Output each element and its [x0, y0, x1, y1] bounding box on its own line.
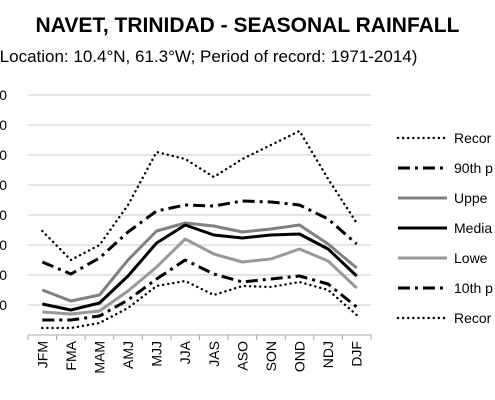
- legend-label: Recor: [454, 130, 492, 146]
- x-tick-label: OND: [292, 341, 308, 372]
- y-tick-label: 0: [0, 207, 7, 223]
- x-tick-label: MAM: [91, 341, 107, 374]
- legend-label: Recor: [454, 310, 492, 326]
- legend-label: Media: [454, 220, 492, 236]
- series-line: [42, 258, 358, 322]
- y-tick-label: 0: [0, 147, 7, 163]
- x-tick-label: ASO: [234, 341, 250, 371]
- x-tick-label: JJA: [177, 340, 193, 364]
- chart-subtitle: (Location: 10.4°N, 61.3°W; Period of rec…: [0, 47, 418, 66]
- legend-label: Lowe: [454, 250, 488, 266]
- series-line: [41, 129, 358, 262]
- legend-label: 10th p: [454, 280, 493, 296]
- chart-title: NAVET, TRINIDAD - SEASONAL RAINFALL: [35, 14, 460, 37]
- series-line: [42, 237, 358, 316]
- x-tick-label: DJF: [349, 341, 365, 367]
- x-tick-label: NDJ: [320, 341, 336, 368]
- x-tick-label: SON: [263, 341, 279, 371]
- legend-label: Uppe: [454, 190, 488, 206]
- y-tick-label: 0: [0, 177, 7, 193]
- x-tick-label: MJJ: [149, 341, 165, 367]
- series-line: [41, 199, 358, 276]
- series-line: [41, 221, 358, 303]
- x-tick-label: AMJ: [120, 341, 136, 369]
- y-tick-label: 0: [0, 267, 7, 283]
- y-tick-label: 0: [0, 237, 7, 253]
- y-tick-label: 0: [0, 117, 7, 133]
- y-tick-label: 0: [0, 297, 7, 313]
- x-tick-label: JFM: [34, 341, 50, 368]
- x-tick-label: JAS: [206, 341, 222, 367]
- legend-label: 90th p: [454, 160, 493, 176]
- x-tick-label: FMA: [63, 340, 79, 370]
- y-tick-label: 0: [0, 87, 7, 103]
- series-line: [41, 223, 358, 312]
